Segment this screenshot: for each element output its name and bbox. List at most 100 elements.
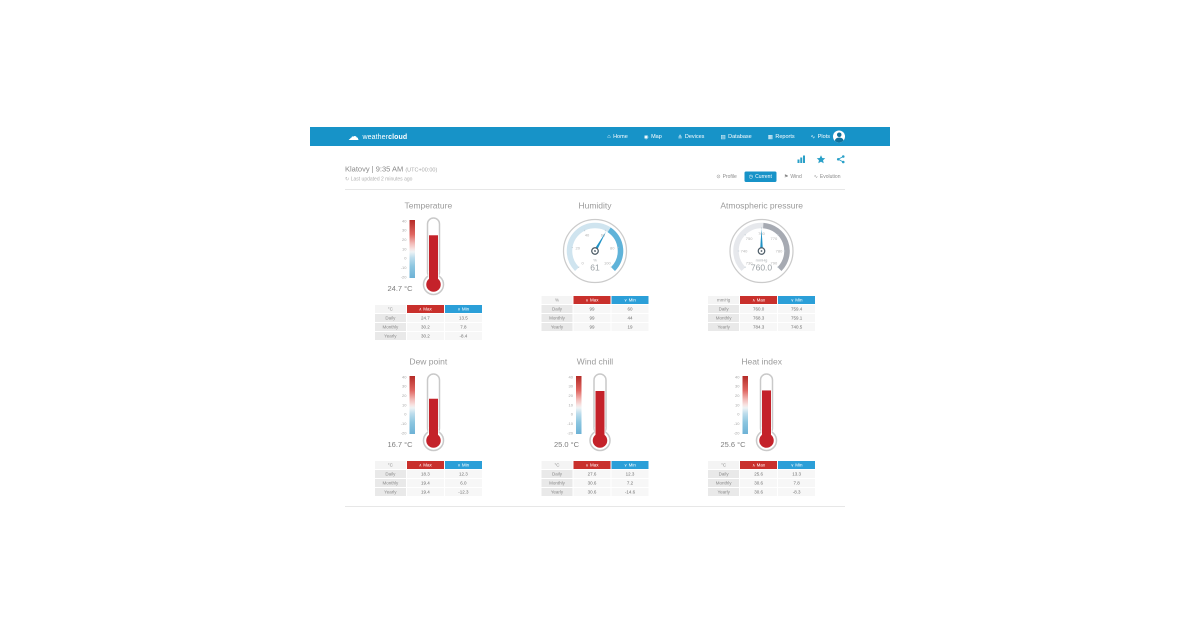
wind-chill-stats-table: °C ∧ Max ∨ Min Daily 27.6 12.3 Monthly 30.6 7.2 Yea… (540, 460, 649, 497)
chevron-down-icon: ∨ (790, 463, 794, 468)
tab-wind[interactable]: ⚑ Wind (779, 172, 806, 183)
svg-text:30: 30 (402, 228, 407, 233)
toolbar (345, 154, 845, 164)
share-icon[interactable] (836, 154, 846, 164)
tab-evolution[interactable]: ∿ Evolution (809, 172, 845, 183)
humidity-needle (591, 231, 607, 255)
card-heat-index: Heat index 40 30 20 10 0 -10 -20 25.6 °C °C ∧ Max ∨ M… (678, 357, 845, 497)
table-row: Daily 25.6 13.3 (708, 470, 816, 478)
stats-header-row: mmHg ∧ Max ∨ Min (708, 296, 816, 304)
chevron-down-icon: ∨ (624, 463, 628, 468)
bar-chart-icon[interactable] (797, 155, 806, 164)
view-tabs: ⊙ Profile ◷ Current ⚑ Wind ∿ Evolution (712, 171, 845, 183)
humidity-gauge-area: 0 20 40 60 80 100% 61 (512, 215, 679, 290)
max-value: 760.0 (740, 305, 778, 313)
table-row: Monthly 768.3 759.1 (708, 314, 816, 322)
stats-header-row: °C ∧ Max ∨ Min (374, 305, 482, 313)
svg-text:30: 30 (735, 384, 740, 389)
max-header: ∧ Max (740, 296, 778, 304)
row-label: Monthly (708, 314, 740, 322)
svg-text:-10: -10 (734, 421, 741, 426)
card-title: Heat index (741, 357, 782, 367)
row-label: Daily (708, 470, 740, 478)
svg-text:-20: -20 (567, 430, 574, 435)
nav-item-label: Plots (817, 133, 830, 140)
max-value: 30.6 (573, 488, 611, 496)
tab-profile[interactable]: ⊙ Profile (712, 172, 741, 183)
min-header: ∨ Min (444, 461, 482, 469)
refresh-icon[interactable]: ↻ (345, 176, 350, 183)
min-value: 740.5 (778, 323, 816, 331)
min-value: 759.4 (778, 305, 816, 313)
nav-item-reports[interactable]: ▦ Reports (768, 133, 795, 140)
reports-icon: ▦ (767, 133, 773, 140)
svg-text:-10: -10 (567, 421, 574, 426)
svg-text:10: 10 (402, 246, 407, 251)
min-value: -12.3 (444, 488, 482, 496)
min-value: 60 (611, 305, 649, 313)
svg-text:20: 20 (402, 237, 407, 242)
home-icon: ⌂ (607, 133, 611, 140)
nav-item-devices[interactable]: ⋔ Devices (678, 133, 705, 140)
svg-text:760: 760 (758, 231, 765, 236)
min-label: Min (461, 462, 470, 468)
bottom-divider (345, 506, 845, 507)
svg-text:100: 100 (604, 261, 611, 266)
brand-logo[interactable]: ☁ weathercloud (348, 131, 407, 142)
nav-item-database[interactable]: ▤ Database (720, 133, 751, 140)
dew-point-gauge-area: 40 30 20 10 0 -10 -20 16.7 °C (345, 371, 512, 455)
table-row: Yearly 30.2 -8.4 (374, 332, 482, 340)
tab-label: Wind (790, 174, 802, 180)
temperature-current-value: 24.7 °C (387, 284, 413, 293)
star-icon[interactable] (816, 155, 826, 164)
tab-label: Current (755, 174, 772, 180)
stats-header-row: °C ∧ Max ∨ Min (541, 461, 649, 469)
svg-text:-10: -10 (401, 421, 408, 426)
table-row: Monthly 30.6 7.2 (541, 479, 649, 487)
row-label: Monthly (374, 323, 406, 331)
max-value: 30.2 (406, 323, 444, 331)
max-value: 27.6 (573, 470, 611, 478)
user-avatar[interactable] (833, 130, 845, 143)
station-info: Klatovy | 9:35 AM (UTC+00:00) ↻ Last upda… (345, 165, 437, 182)
cloud-logo-icon: ☁ (348, 130, 359, 143)
row-label: Monthly (541, 479, 573, 487)
nav-item-home[interactable]: ⌂ Home (607, 134, 628, 140)
max-value: 25.6 (740, 470, 778, 478)
min-value: 759.1 (778, 314, 816, 322)
card-dew-point: Dew point 40 30 20 10 0 -10 -20 16.7 °C °C ∧ Max ∨ Mi… (345, 357, 512, 497)
svg-text:10: 10 (402, 402, 407, 407)
unit-header: °C (374, 305, 406, 313)
min-value: 12.3 (444, 470, 482, 478)
max-label: Max (423, 462, 432, 468)
min-value: 7.8 (444, 323, 482, 331)
row-label: Monthly (374, 479, 406, 487)
temperature-thermometer-gauge: 40 30 20 10 0 -10 -20 24.7 °C (387, 217, 445, 296)
min-value: -14.6 (611, 488, 649, 496)
chevron-down-icon: ∨ (624, 298, 628, 303)
max-value: 30.6 (740, 488, 778, 496)
chevron-down-icon: ∨ (457, 463, 461, 468)
svg-text:40: 40 (569, 374, 574, 379)
row-label: Daily (374, 470, 406, 478)
max-value: 18.3 (406, 470, 444, 478)
chevron-up-icon: ∧ (418, 463, 422, 468)
min-value: 44 (611, 314, 649, 322)
nav-item-plots[interactable]: ∿ Plots (811, 133, 830, 140)
table-row: Daily 18.3 12.3 (374, 470, 482, 478)
station-utc: (UTC+00:00) (405, 167, 438, 173)
chevron-up-icon: ∧ (752, 463, 756, 468)
heat-index-stats-table: °C ∧ Max ∨ Min Daily 25.6 13.3 Monthly 30.6 7.8 Yea… (707, 460, 816, 497)
max-value: 784.3 (740, 323, 778, 331)
table-row: Yearly 99 19 (541, 323, 649, 331)
chevron-down-icon: ∨ (457, 307, 461, 312)
tab-current[interactable]: ◷ Current (744, 171, 777, 182)
wind-chill-gauge-area: 40 30 20 10 0 -10 -20 25.0 °C (512, 371, 679, 455)
svg-text:0: 0 (404, 412, 407, 417)
nav-item-map[interactable]: ◉ Map (644, 133, 662, 140)
svg-text:780: 780 (776, 248, 783, 253)
station-separator: | (369, 165, 376, 174)
min-value: 6.0 (444, 479, 482, 487)
table-row: Daily 27.6 12.3 (541, 470, 649, 478)
